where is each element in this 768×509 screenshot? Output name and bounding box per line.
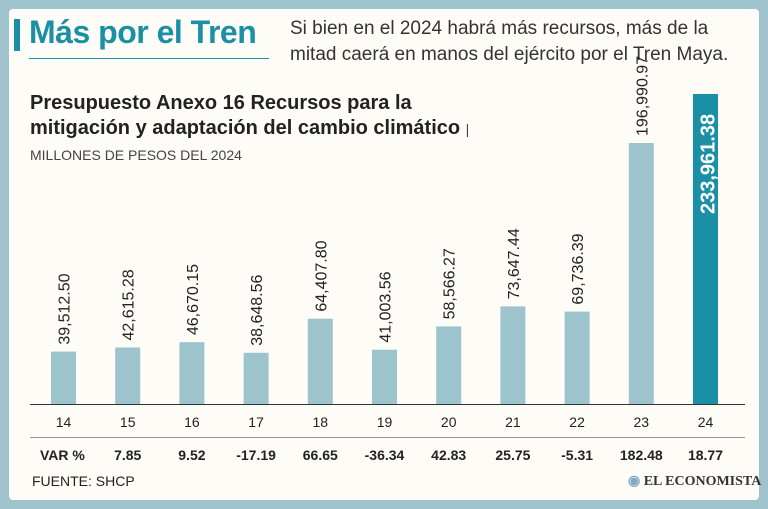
value-label-22: 69,736.39 bbox=[570, 233, 587, 304]
value-label-14: 39,512.50 bbox=[57, 273, 74, 344]
x-tick-label-18: 18 bbox=[313, 414, 329, 430]
bar-16 bbox=[179, 342, 205, 404]
source-note: FUENTE: SHCP bbox=[32, 473, 135, 489]
var-value-24: 18.77 bbox=[688, 447, 723, 463]
value-label-23: 196,990.97 bbox=[634, 56, 651, 136]
value-label-17: 38,648.56 bbox=[249, 275, 266, 346]
value-label-20: 58,566.27 bbox=[442, 248, 459, 319]
bar-21 bbox=[500, 306, 526, 404]
chart-title: Presupuesto Anexo 16 Recursos para la mi… bbox=[30, 92, 461, 139]
bar-18 bbox=[307, 318, 333, 404]
x-tick-label-24: 24 bbox=[698, 414, 714, 430]
value-label-16: 46,670.15 bbox=[185, 264, 202, 335]
x-tick-label-14: 14 bbox=[56, 414, 72, 430]
bar-14 bbox=[51, 351, 76, 404]
subheadline: Si bien en el 2024 habrá más recursos, m… bbox=[290, 18, 729, 65]
bar-24 bbox=[693, 94, 718, 404]
var-value-22: -5.31 bbox=[561, 447, 593, 463]
bar-23 bbox=[628, 143, 654, 404]
var-value-21: 25.75 bbox=[495, 447, 530, 463]
bar-19 bbox=[372, 349, 397, 404]
var-value-16: 9.52 bbox=[178, 447, 205, 463]
value-label-24: 233,961.38 bbox=[698, 114, 720, 214]
chart-title-block: Presupuesto Anexo 16 Recursos para la mi… bbox=[30, 91, 490, 168]
var-value-19: -36.34 bbox=[365, 447, 405, 463]
globe-icon: ◉ bbox=[628, 474, 641, 489]
var-value-15: 7.85 bbox=[114, 447, 141, 463]
x-tick-label-20: 20 bbox=[441, 414, 457, 430]
value-label-18: 64,407.80 bbox=[313, 240, 330, 311]
var-value-20: 42.83 bbox=[431, 447, 466, 463]
x-tick-label-21: 21 bbox=[505, 414, 521, 430]
headline-accent-bar bbox=[14, 19, 20, 51]
value-label-21: 73,647.44 bbox=[506, 228, 523, 299]
x-tick-label-22: 22 bbox=[569, 414, 585, 430]
chart-units: | MILLONES DE PESOS DEL 2024 bbox=[30, 121, 470, 163]
var-row-divider bbox=[30, 437, 745, 438]
value-label-15: 42,615.28 bbox=[121, 269, 138, 340]
var-row-label: VAR % bbox=[40, 447, 85, 463]
brand-name: EL ECONOMISTA bbox=[643, 474, 762, 489]
headline: Más por el Tren bbox=[29, 14, 257, 50]
x-tick-label-15: 15 bbox=[120, 414, 136, 430]
bar-15 bbox=[115, 347, 141, 404]
var-value-18: 66.65 bbox=[303, 447, 338, 463]
x-tick-label-23: 23 bbox=[634, 414, 650, 430]
value-label-19: 41,003.56 bbox=[378, 271, 395, 342]
bar-22 bbox=[564, 311, 590, 404]
x-tick-label-16: 16 bbox=[184, 414, 200, 430]
headline-divider bbox=[29, 58, 269, 59]
x-axis-line bbox=[30, 404, 745, 405]
x-tick-label-17: 17 bbox=[248, 414, 264, 430]
brand-logo: ◉ EL ECONOMISTA bbox=[628, 473, 761, 490]
bar-20 bbox=[436, 326, 462, 404]
x-tick-label-19: 19 bbox=[377, 414, 393, 430]
bar-17 bbox=[243, 352, 269, 404]
var-value-23: 182.48 bbox=[620, 447, 663, 463]
var-value-17: -17.19 bbox=[236, 447, 276, 463]
